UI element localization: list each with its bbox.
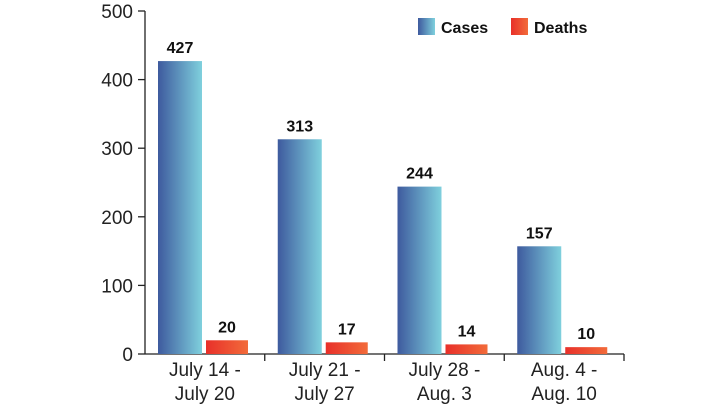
axes: 0 100 200 300 400 500 July 14 - July 20 July 21 … [101,2,625,405]
bar-deaths [206,340,248,354]
data-label-deaths: 14 [458,323,476,340]
bar-cases [277,139,322,354]
legend-deaths-swatch [511,18,528,35]
bar-cases [158,61,202,354]
x-category-label: Aug. 4 - Aug. 10 [531,360,598,405]
x-category-label: July 28 - Aug. 3 [408,360,480,405]
bar-cases [397,186,442,354]
bars [158,61,608,354]
data-label-cases: 244 [406,166,433,183]
legend-cases-swatch [418,18,435,35]
data-label-deaths: 17 [338,321,356,338]
bar-deaths [565,347,608,354]
x-category-label: July 14 - July 20 [169,360,241,405]
y-tick-label: 200 [101,208,133,229]
legend-cases-label: Cases [441,20,488,37]
data-label-cases: 427 [167,40,194,57]
legend: Cases Deaths [418,18,587,37]
y-tick-label: 400 [101,71,133,92]
y-tick-label: 300 [101,139,133,160]
y-tick-label: 500 [101,2,133,23]
x-category-label-line: July 20 [175,384,235,405]
data-label-cases: 157 [526,225,553,242]
bar-cases [517,246,562,354]
y-tick-label: 100 [101,276,133,297]
y-tick-label: 0 [122,345,133,366]
x-category-label-line: Aug. 4 - [531,360,598,381]
data-labels: 427 20 313 17 244 14 157 10 [167,40,596,343]
data-label-deaths: 10 [577,326,595,343]
x-category-label-line: July 14 - [169,360,241,381]
bar-deaths [445,344,488,354]
bar-deaths [325,342,368,354]
x-category-label-line: July 28 - [408,360,480,381]
x-category-label-line: July 27 [295,384,355,405]
x-category-label-line: Aug. 3 [417,384,472,405]
legend-deaths-label: Deaths [534,20,587,37]
data-label-cases: 313 [286,118,313,135]
x-category-label: July 21 - July 27 [289,360,361,405]
data-label-deaths: 20 [218,319,236,336]
x-category-label-line: Aug. 10 [531,384,597,405]
x-category-label-line: July 21 - [289,360,361,381]
